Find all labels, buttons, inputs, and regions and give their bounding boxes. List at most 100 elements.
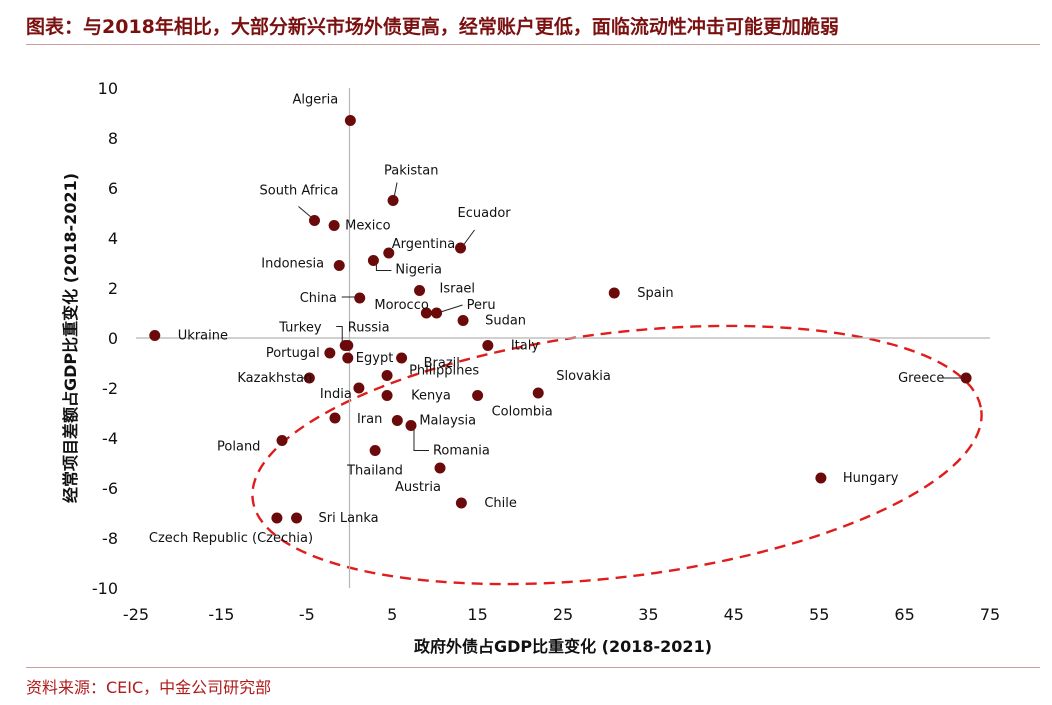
point-iran [329,412,341,424]
y-tick-label: 0 [108,329,118,348]
point-label-sri-lanka: Sri Lanka [319,511,379,526]
chart-title: 图表：与2018年相比，大部分新兴市场外债更高，经常账户更低，面临流动性冲击可能… [26,16,839,38]
point-china [354,292,366,304]
point-greece [960,372,972,384]
point-label-indonesia: Indonesia [261,257,324,272]
leader-line-ecuador [463,229,475,246]
point-label-romania: Romania [433,444,490,459]
point-nigeria [367,255,379,266]
y-tick-label: -4 [102,429,118,448]
point-israel [414,285,426,296]
point-label-peru: Peru [467,298,496,313]
point-kazakhstan [303,372,315,384]
point-label-czech-republic-czechia: Czech Republic (Czechia) [149,531,313,546]
highlight-ellipse-layer [251,324,983,586]
point-label-poland: Poland [217,440,260,455]
point-mexico [328,220,340,231]
point-label-spain: Spain [637,286,673,301]
point-brazil [396,352,408,364]
y-tick-label: 10 [98,79,118,98]
y-tick-label: 6 [108,179,118,198]
point-labels-layer: Algeria Pakistan South Africa Mexico Ecuador… [149,93,944,547]
y-tick-label: 8 [108,129,118,148]
leader-line-romania [413,429,429,451]
point-label-south-africa: South Africa [259,184,338,199]
x-tick-label: 75 [980,605,1000,624]
point-label-sudan: Sudan [485,314,526,329]
point-label-hungary: Hungary [843,471,899,486]
x-tick-label: 35 [638,605,658,624]
point-label-russia: Russia [348,321,390,336]
point-label-morocco: Morocco [374,298,428,313]
point-label-china: China [300,291,337,306]
point-hungary [815,472,827,484]
point-morocco [420,307,432,319]
point-label-egypt: Egypt [356,351,394,366]
point-kenya [381,390,393,401]
point-poland [276,435,288,446]
leader-lines-layer [298,182,963,451]
point-ukraine [149,330,161,341]
y-tick-label: -10 [92,579,118,598]
leader-line-south-africa [298,206,312,218]
point-portugal [324,347,336,359]
point-south-africa [308,215,320,226]
points-layer [149,115,972,524]
point-india [353,382,365,394]
point-czech-republic-czechia [271,512,283,524]
point-label-israel: Israel [440,282,476,297]
point-ecuador [455,242,467,254]
point-italy [482,340,494,351]
point-label-kazakhstan: Kazakhstan [237,371,312,386]
point-label-pakistan: Pakistan [384,164,438,179]
y-tick-label: 4 [108,229,118,248]
axes-layer [136,88,990,588]
point-chile [455,497,467,509]
y-tick-label: -8 [102,529,118,548]
point-egypt [342,352,354,364]
point-label-india: India [320,387,352,402]
point-philippines [381,370,393,381]
point-label-nigeria: Nigeria [395,263,442,278]
point-sudan [457,315,469,326]
x-axis-title: 政府外债占GDP比重变化 (2018-2021) [414,637,712,656]
leader-line-turkey [336,326,343,342]
point-spain [608,287,620,299]
point-argentina [383,247,395,259]
leader-line-pakistan [393,182,398,198]
x-tick-label: -25 [123,605,149,624]
point-romania [405,420,417,431]
x-tick-label: 25 [553,605,573,624]
point-slovakia [532,387,544,399]
point-label-thailand: Thailand [346,464,403,479]
point-label-italy: Italy [511,339,540,354]
point-label-malaysia: Malaysia [419,414,476,429]
point-austria [434,462,446,474]
point-label-greece: Greece [898,371,944,386]
point-thailand [369,445,381,456]
highlight-ellipse [251,324,983,586]
point-label-iran: Iran [357,412,382,427]
point-sri-lanka [291,512,303,524]
footer-divider [26,667,1040,668]
title-divider [26,44,1040,45]
point-label-mexico: Mexico [345,219,390,234]
point-indonesia [333,260,345,271]
point-label-chile: Chile [484,496,517,511]
point-label-turkey: Turkey [278,321,322,336]
point-label-slovakia: Slovakia [556,369,611,384]
point-russia [342,340,354,351]
point-label-argentina: Argentina [392,237,455,252]
x-tick-label: 65 [894,605,914,624]
point-label-portugal: Portugal [266,346,320,361]
x-tick-label: 5 [387,605,397,624]
source-note: 资料来源：CEIC，中金公司研究部 [26,678,272,697]
point-label-austria: Austria [395,480,441,495]
point-label-ukraine: Ukraine [178,329,228,344]
leader-line-nigeria [375,264,392,271]
x-tick-label: 55 [809,605,829,624]
point-malaysia [391,415,403,426]
point-algeria [344,115,356,126]
tick-labels-layer: -25 -15 -5 5 15 25 35 45 55 65 75 10 8 6 4 2 0 -2 -4 -6 -8 -1… [92,79,1000,624]
x-tick-label: 45 [724,605,744,624]
